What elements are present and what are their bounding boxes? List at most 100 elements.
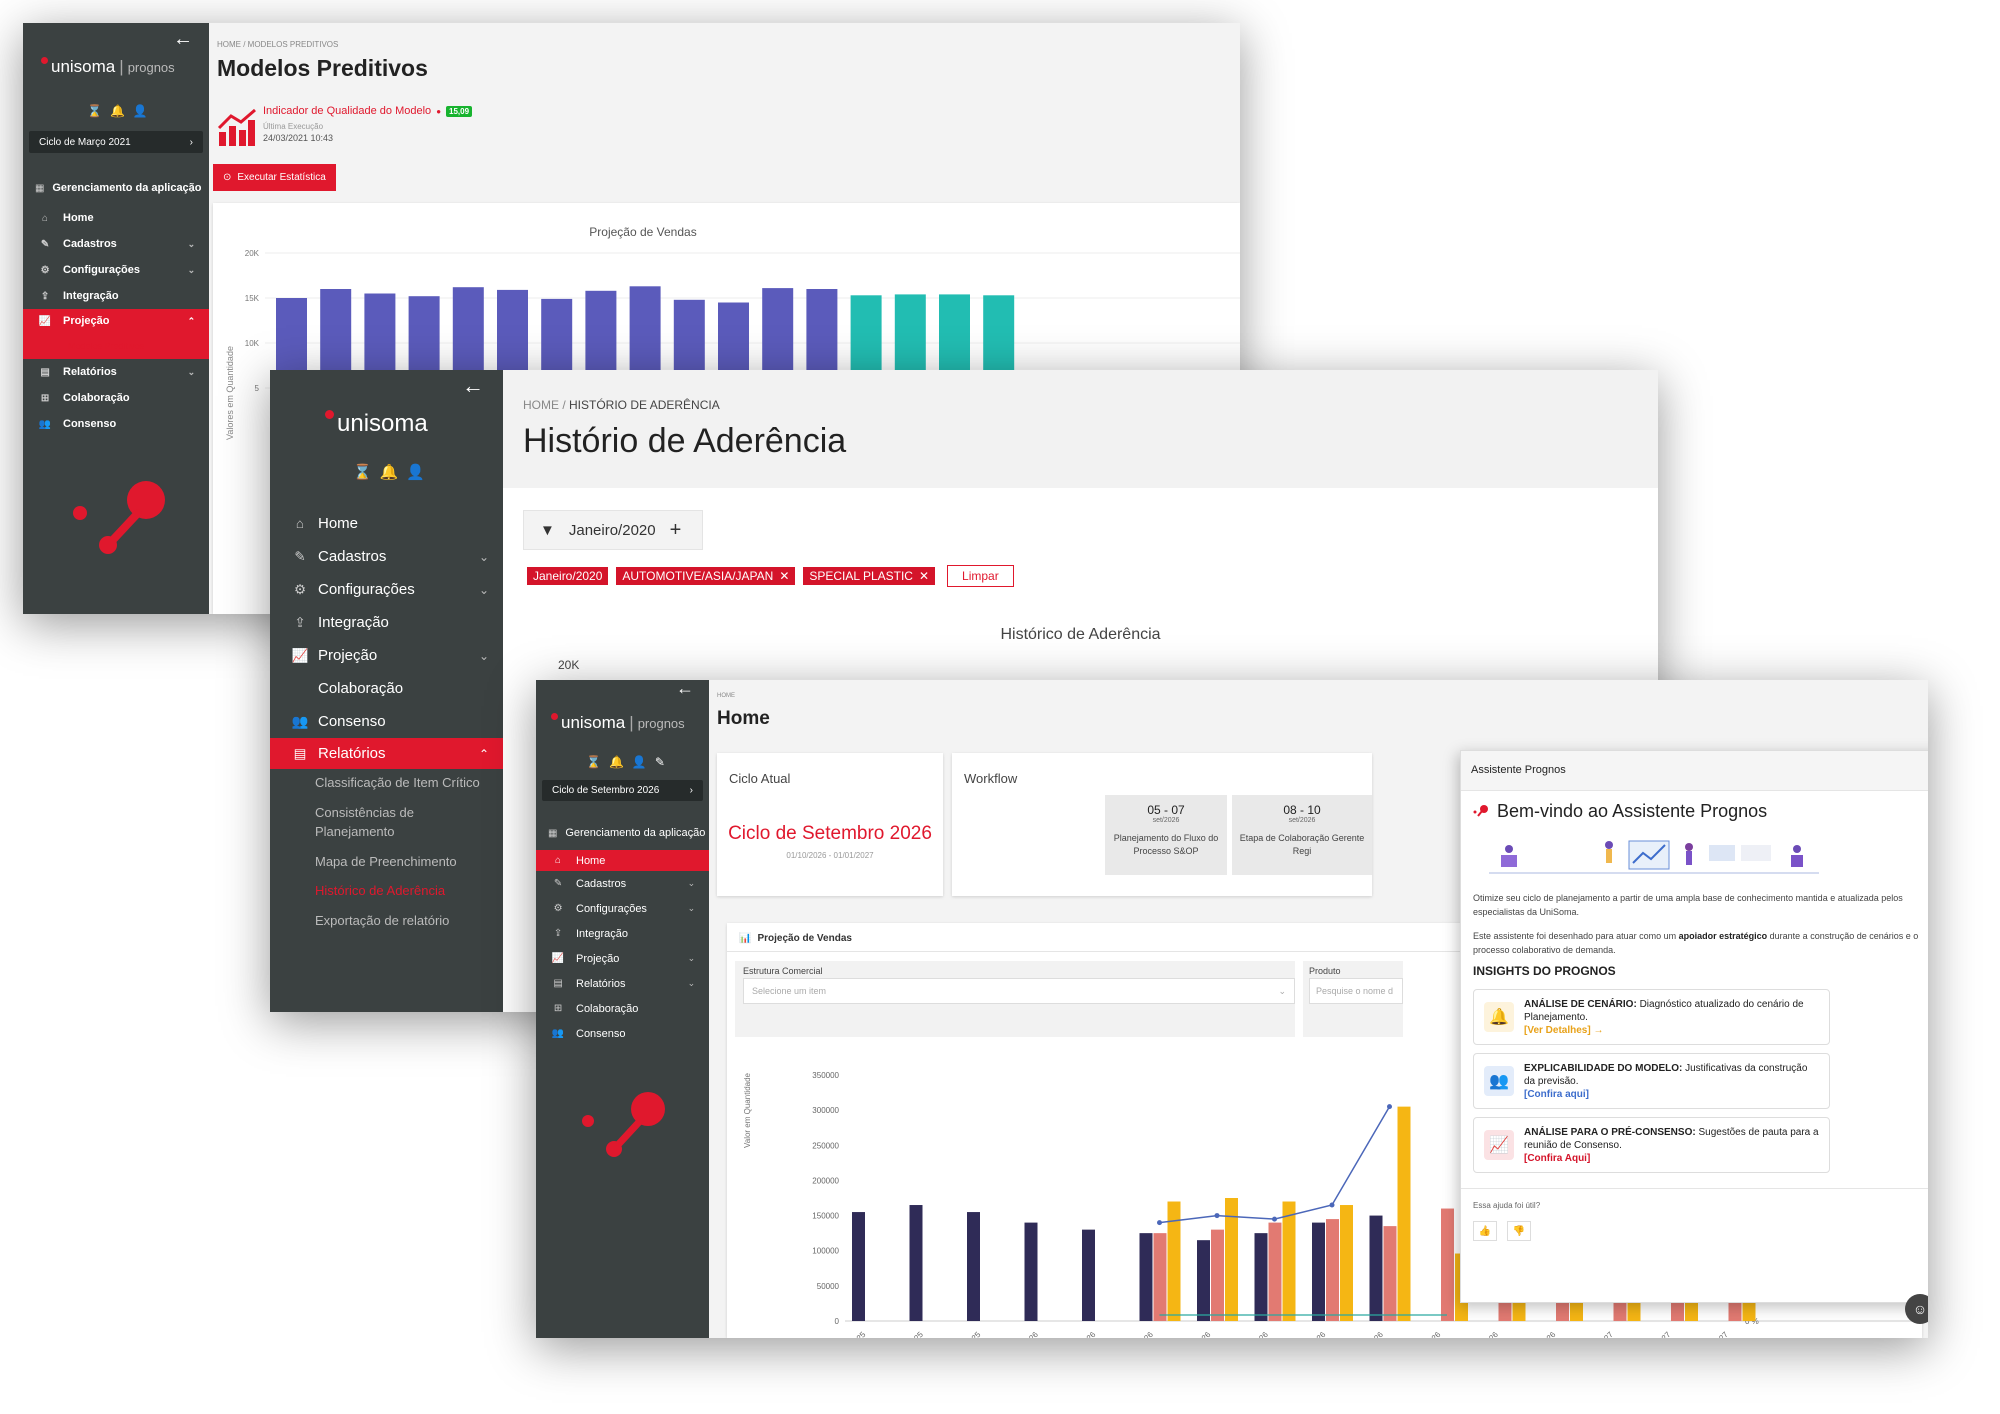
chip-period[interactable]: Janeiro/2020 <box>527 567 609 585</box>
breadcrumb: HOME / MODELOS PREDITIVOS <box>217 40 339 49</box>
chip-product[interactable]: SPECIAL PLASTIC ✕ <box>803 567 936 585</box>
sidebar-item-colaboracao[interactable]: ⊞ Colaboração <box>536 996 709 1021</box>
cycle-name: Ciclo de Setembro 2026 <box>728 823 932 844</box>
bell-icon[interactable]: 🔔 <box>109 104 125 118</box>
subitem-consistencias[interactable]: Consistências de Planejamento <box>315 804 414 840</box>
bell-icon[interactable]: 🔔 <box>379 464 399 481</box>
sidebar-item-colaboracao[interactable]: Colaboração <box>318 680 404 697</box>
sidebar-item-cadastros[interactable]: ✎ Cadastros ⌄ <box>23 231 209 257</box>
sidebar-item-cadastros[interactable]: ✎ Cadastros ⌄ <box>270 540 503 573</box>
home-icon: ⌂ <box>295 516 305 531</box>
sidebar-subitem-modelos-preditivos[interactable]: Modelos Preditivos <box>23 333 209 359</box>
user-icon[interactable]: 👤 <box>631 755 647 769</box>
chart-line-icon: 📈 <box>291 647 309 663</box>
hourglass-icon[interactable]: ⌛ <box>586 755 601 769</box>
page-header <box>503 370 1658 488</box>
subitem-historico-aderencia[interactable]: Histórico de Aderência <box>315 883 446 898</box>
collapse-arrow-icon[interactable]: ← <box>462 373 484 398</box>
quality-badge: 15,09 <box>446 105 473 117</box>
bell-icon[interactable]: 🔔 <box>608 755 624 769</box>
line-point <box>1387 1104 1392 1110</box>
sidebar-item-projecao[interactable]: 📈 Projeção ⌄ <box>536 946 709 971</box>
card-label: Workflow <box>964 771 1018 786</box>
sidebar-item-consenso[interactable]: 👥 Consenso <box>536 1021 709 1046</box>
sidebar-item-integracao[interactable]: ⇪ Integração <box>536 921 709 946</box>
close-icon[interactable]: ✕ <box>918 569 930 583</box>
sidebar-item-home[interactable]: ⌂ Home <box>23 205 209 231</box>
sidebar-item-gerenciamento[interactable]: ▦ Gerenciamento da aplicação ⌄ <box>548 827 706 840</box>
current-cycle-card: Ciclo Atual Ciclo de Setembro 2026 01/10… <box>717 753 943 896</box>
y-tick-label: 15K <box>245 294 260 303</box>
sidebar-item-relatorios[interactable]: ▤ Relatórios ⌄ <box>536 971 709 996</box>
user-icon[interactable]: 👤 <box>406 464 426 481</box>
bar <box>909 1205 923 1321</box>
chart-up-icon: 📈 <box>1484 1130 1514 1160</box>
chevron-down-icon: ⌄ <box>1278 985 1286 996</box>
sidebar-item-colaboracao[interactable]: ⊞ Colaboração <box>23 385 209 411</box>
subitem-mapa-preenchimento[interactable]: Mapa de Preenchimento <box>315 853 457 869</box>
thumbs-up-icon[interactable]: 👍 <box>1473 1221 1497 1241</box>
workflow-step[interactable]: 05 - 07 set/2026 Planejamento do Fluxo d… <box>1105 795 1227 875</box>
insight-card-explicabilidade[interactable]: 👥 EXPLICABILIDADE DO MODELO: Justificati… <box>1473 1053 1830 1109</box>
chip-market[interactable]: AUTOMOTIVE/ASIA/JAPAN ✕ <box>616 567 796 585</box>
collapse-arrow-icon[interactable]: ← <box>676 680 694 698</box>
hourglass-icon[interactable]: ⌛ <box>353 464 372 481</box>
close-icon[interactable]: ✕ <box>779 569 790 583</box>
insight-card-pre-consenso[interactable]: 📈 ANÁLISE PARA O PRÉ-CONSENSO: Sugestões… <box>1473 1117 1830 1173</box>
line-point <box>1329 1202 1335 1208</box>
estrutura-select[interactable]: Selecione um item ⌄ <box>743 978 1295 1004</box>
insight-link[interactable]: [Ver Detalhes] → <box>1524 1024 1604 1036</box>
user-icon[interactable]: 👤 <box>132 104 148 118</box>
period-filter[interactable]: ▼ Janeiro/2020 + <box>523 510 703 550</box>
sidebar-item-configuracoes[interactable]: ⚙ Configurações ⌄ <box>23 257 209 283</box>
y-tick-label: 250000 <box>812 1141 839 1150</box>
quality-chart-icon <box>217 108 256 146</box>
cycle-selector[interactable]: Ciclo de Setembro 2026 › <box>542 780 703 801</box>
hourglass-icon[interactable]: ⌛ <box>87 104 102 118</box>
subitem-classificacao[interactable]: Classificação de Item Crítico <box>315 775 480 790</box>
x-tick-label: 2027 <box>1653 1330 1672 1338</box>
insight-link[interactable]: [Confira aqui] <box>1524 1088 1589 1100</box>
edit-list-icon[interactable]: ✎ <box>654 755 665 769</box>
sidebar-item-gerenciamento[interactable]: ▦ Gerenciamento da aplicação ⌄ <box>35 182 202 195</box>
workflow-step[interactable]: 08 - 10 set/2026 Etapa de Colaboração Ge… <box>1232 795 1372 875</box>
sidebar-item-integracao[interactable]: ⇪ Integração <box>23 283 209 309</box>
y-tick-label: 20K <box>245 249 260 258</box>
collapse-arrow-icon[interactable]: ← <box>173 28 193 50</box>
produto-label: Produto <box>1309 966 1341 976</box>
sidebar-item-projecao[interactable]: 📈 Projeção ⌃ <box>23 309 209 333</box>
bar <box>1397 1106 1411 1321</box>
x-tick-label: 2026 <box>1193 1330 1212 1338</box>
sidebar-item-home[interactable]: ⌂ Home <box>536 850 709 871</box>
sidebar-item-cadastros[interactable]: ✎ Cadastros ⌄ <box>536 871 709 896</box>
sidebar-item-configuracoes[interactable]: ⚙ Configurações ⌄ <box>536 896 709 921</box>
chat-assistant-icon[interactable]: ☺ <box>1905 1294 1928 1324</box>
subitem-exportacao[interactable]: Exportação de relatório <box>315 912 450 928</box>
logo: unisoma <box>325 410 428 438</box>
insight-link[interactable]: [Confira Aqui] <box>1524 1152 1591 1164</box>
clear-filters-button[interactable]: Limpar <box>947 565 1014 587</box>
thumbs-down-icon[interactable]: 👎 <box>1507 1221 1531 1241</box>
chart-line-icon: 📈 <box>38 315 52 327</box>
sidebar-item-consenso[interactable]: 👥 Consenso <box>23 411 209 437</box>
sidebar-item-relatorios[interactable]: ▤ Relatórios ⌃ <box>270 738 503 769</box>
sidebar-item-consenso[interactable]: 👥 Consenso <box>291 713 386 730</box>
card-label: Ciclo Atual <box>729 771 791 786</box>
header-icons: ⌛ 🔔 👤 ✎ <box>586 755 665 769</box>
filter-chips: Janeiro/2020 AUTOMOTIVE/ASIA/JAPAN ✕ SPEC… <box>527 565 1014 587</box>
run-statistic-button[interactable]: ⊙ Executar Estatística <box>213 164 336 191</box>
produto-search-input[interactable]: Pesquise o nome d <box>1309 978 1403 1004</box>
page-title: Home <box>717 708 770 729</box>
sidebar-item-home[interactable]: ⌂ Home <box>270 507 503 540</box>
sidebar-item-relatorios[interactable]: ▤ Relatórios ⌄ <box>23 359 209 385</box>
sidebar: ← unisoma ⌛ 🔔 👤 ⌂ Home ✎ Cadastros ⌄ ⚙ Configu… <box>270 370 503 1012</box>
assistant-panel: Assistente Prognos Bem-vindo ao Assisten… <box>1460 750 1928 1303</box>
y-tick-label: 200000 <box>812 1176 839 1185</box>
sidebar-nav: ⌂ Home ✎ Cadastros ⌄ ⚙ Configurações ⌄ ⇪ Integ… <box>270 507 503 930</box>
sidebar-item-integracao[interactable]: ⇪ Integração <box>270 606 503 639</box>
cycle-selector[interactable]: Ciclo de Março 2021 › <box>29 131 203 153</box>
sidebar-item-configuracoes[interactable]: ⚙ Configurações ⌄ <box>270 573 503 606</box>
sidebar-item-projecao[interactable]: 📈 Projeção ⌄ <box>291 647 489 664</box>
plus-icon[interactable]: + <box>669 518 682 541</box>
insight-card-cenario[interactable]: 🔔 ANÁLISE DE CENÁRIO: Diagnóstico atuali… <box>1473 989 1830 1045</box>
